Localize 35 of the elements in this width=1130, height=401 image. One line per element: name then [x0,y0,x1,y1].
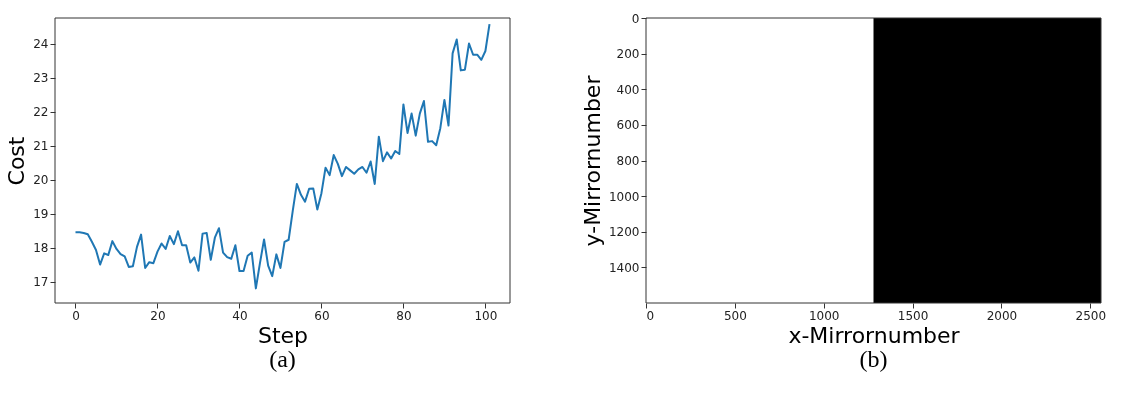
y-tick-label: 600 [616,118,640,133]
x-axis-title: Step [257,322,309,348]
x-axis-title: x-Mirrornumber [788,322,961,348]
text: (a) [269,346,296,372]
y-tick-label: 0 [631,11,640,26]
x-tick-label: 40 [232,308,248,323]
x-tick-label: 0 [646,308,655,323]
y-axis-title: y-Mirrornumber [579,74,605,247]
y-tick-label: 200 [616,47,640,62]
y-tick-label: 20 [33,173,49,188]
y-tick-label: 1200 [608,225,640,240]
y-tick-label: 21 [33,139,49,154]
y-tick-label: 1400 [608,260,640,275]
y-tick-label: 18 [33,241,49,256]
line-series [74,23,491,290]
y-axis-title: Cost [4,136,30,186]
x-tick-label: 2500 [1075,308,1107,323]
x-tick-label: 500 [723,308,747,323]
x-tick-label: 0 [72,308,80,323]
y-tick-label: 17 [33,275,49,290]
y-tick-label: 22 [33,105,49,120]
x-tick-label: 1500 [897,308,929,323]
y-tick-label: 19 [33,207,49,222]
y-tick-label: 1000 [608,189,640,204]
x-tick-label: 20 [150,308,166,323]
text: (b) [859,346,888,372]
x-tick-label: 60 [314,308,330,323]
x-tick-label: 80 [396,308,412,323]
y-tick-label: 24 [33,37,49,52]
y-tick-label: 800 [616,154,640,168]
y-tick-label: 400 [616,82,640,97]
x-tick-label: 100 [474,308,498,323]
y-tick-label: 23 [33,71,49,86]
x-tick-label: 2000 [986,308,1018,323]
x-tick-label: 1000 [808,308,840,323]
